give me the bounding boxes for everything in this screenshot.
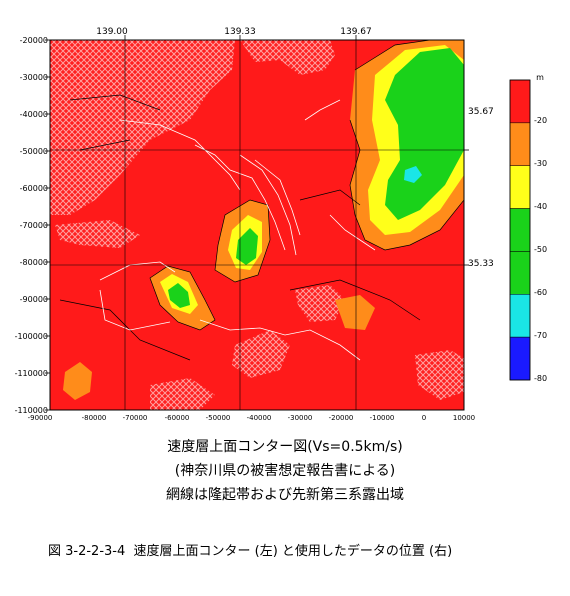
x-tick-label: -90000 — [28, 414, 53, 422]
y-tick-label: -110000 — [15, 369, 48, 378]
axis-ticks — [45, 35, 469, 411]
right-tick-label-2: 35.33 — [468, 259, 494, 269]
contour-band-green-west — [168, 283, 190, 308]
x-tick-label: 10000 — [453, 414, 475, 422]
x-tick-label: -40000 — [247, 414, 272, 422]
legend-tick: -60 — [534, 288, 547, 297]
y-tick-label: -90000 — [20, 295, 48, 304]
x-tick-label: -10000 — [370, 414, 395, 422]
hatched-area-west-strip — [55, 220, 140, 248]
graticule — [50, 40, 464, 410]
x-tick-label: 0 — [422, 414, 426, 422]
legend-tick: -70 — [534, 331, 547, 340]
y-tick-label-bottom: -110000 — [15, 406, 48, 415]
y-tick-label: -60000 — [20, 184, 48, 193]
x-tick-label: -60000 — [165, 414, 190, 422]
legend-tick: -30 — [534, 159, 547, 168]
y-tick-label: -70000 — [20, 221, 48, 230]
contour-band-green-center — [236, 228, 258, 265]
legend-band — [509, 208, 531, 252]
x-tick-label: -50000 — [206, 414, 231, 422]
x-tick-label: -30000 — [288, 414, 313, 422]
contour-band-orange-southwest — [63, 362, 92, 400]
right-tick-label-1: 35.67 — [468, 107, 494, 117]
legend-tick: -40 — [534, 202, 547, 211]
hatched-area-south-center — [232, 330, 290, 378]
figure-caption: 図 3-2-2-3-4 速度層上面コンター (左) と使用したデータの位置 (右… — [48, 544, 453, 559]
legend-frame — [509, 79, 531, 381]
legend-band — [509, 336, 531, 381]
contour-band-cyan — [404, 166, 422, 183]
legend-band — [509, 251, 531, 295]
contour-band-orange-southeast — [335, 295, 375, 330]
hatched-area-northwest — [50, 40, 235, 215]
legend-band — [509, 122, 531, 166]
hatched-area-southeast-1 — [295, 285, 345, 322]
legend-unit: m — [536, 73, 544, 82]
hatched-area-south-left — [150, 378, 215, 410]
x-axis-labels: -90000 -80000 -70000 -60000 -50000 -4000… — [28, 414, 476, 422]
top-tick-label-3: 139.67 — [340, 27, 372, 37]
caption-title: 速度層上面コンター図(Vs=0.5km/s) — [167, 439, 403, 455]
x-tick-label: -80000 — [82, 414, 107, 422]
hatched-area-north-center — [240, 40, 335, 75]
legend-tick: -50 — [534, 245, 547, 254]
y-tick-label: -30000 — [20, 73, 48, 82]
color-legend: m -20 -30 -40 -50 -60 -70 -80 — [509, 73, 547, 383]
top-tick-label-2: 139.33 — [224, 27, 256, 37]
caption-note: 網線は隆起帯および先新第三系露出域 — [166, 487, 404, 503]
y-tick-label: -100000 — [15, 332, 48, 341]
legend-band — [509, 165, 531, 209]
hatched-area-southeast-2 — [415, 350, 464, 400]
y-tick-label: -20000 — [20, 36, 48, 45]
top-tick-label-1: 139.00 — [96, 27, 128, 37]
velocity-contour-map: 139.00 139.33 139.67 35.67 35.33 -20000 … — [15, 27, 548, 422]
legend-band — [509, 294, 531, 338]
legend-band — [509, 79, 531, 124]
x-tick-label: -70000 — [123, 414, 148, 422]
legend-tick: -20 — [534, 116, 547, 125]
y-axis-labels: -20000 -30000 -40000 -50000 -60000 -7000… — [15, 36, 48, 378]
contour-field — [50, 40, 464, 410]
contour-lines — [59, 40, 464, 361]
y-tick-label: -40000 — [20, 110, 48, 119]
legend-tick-labels: -20 -30 -40 -50 -60 -70 -80 — [534, 116, 547, 383]
caption-source: (神奈川県の被害想定報告書による) — [174, 463, 396, 479]
x-tick-label: -20000 — [329, 414, 354, 422]
legend-tick: -80 — [534, 374, 547, 383]
coastline — [99, 99, 376, 361]
y-tick-label: -80000 — [20, 258, 48, 267]
y-tick-label: -50000 — [20, 147, 48, 156]
